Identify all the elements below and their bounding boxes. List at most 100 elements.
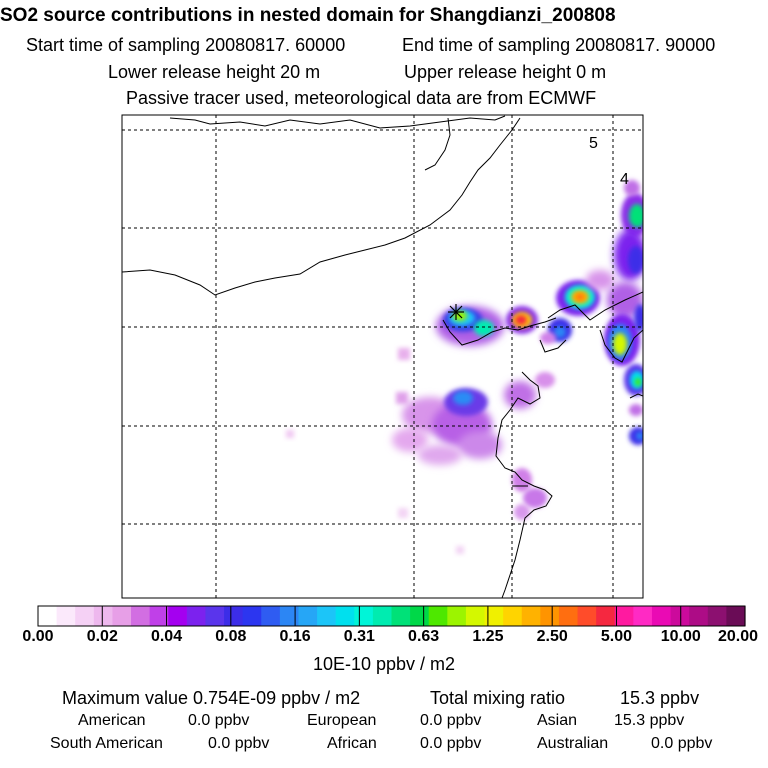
plume-cell <box>576 294 584 300</box>
colorbar-cell <box>38 606 58 626</box>
plume-cell <box>624 180 640 196</box>
colorbar-cell <box>707 606 727 626</box>
plume-cell <box>515 315 527 325</box>
plume-cell <box>523 488 547 508</box>
colorbar-cell <box>335 606 355 626</box>
map-frame <box>121 114 644 599</box>
plume-cell <box>586 270 614 290</box>
colorbar-tick-label: 0.63 <box>408 628 440 645</box>
colorbar-tick-label: 0.31 <box>343 628 375 645</box>
colorbar-cell <box>75 606 95 626</box>
plume-cell <box>453 391 473 405</box>
region-american-label: American <box>78 712 146 729</box>
plume-cell <box>392 428 428 452</box>
plume-cell <box>396 392 408 404</box>
lower-release-label: Lower release height 20 m <box>108 62 321 82</box>
region-european-value: 0.0 ppbv <box>420 712 482 729</box>
plume-cell <box>535 372 555 388</box>
plume-cell <box>418 445 462 465</box>
colorbar-cell <box>428 606 448 626</box>
note-label: Passive tracer used, meteorological data… <box>126 88 597 108</box>
region-australian-label: Australian <box>537 735 609 752</box>
region-african-value: 0.0 ppbv <box>420 735 482 752</box>
end-time-label: End time of sampling 20080817. 90000 <box>402 35 716 55</box>
total-mixing-label: Total mixing ratio <box>430 688 566 708</box>
colorbar-tick-label: 5.00 <box>600 628 633 645</box>
region-australian-value: 0.0 ppbv <box>651 735 713 752</box>
colorbar-cell <box>410 606 430 626</box>
plume-cell <box>629 404 643 416</box>
colorbar-cell <box>56 606 76 626</box>
plume-cell <box>636 432 643 440</box>
colorbar-cell <box>540 606 560 626</box>
colorbar-cell <box>317 606 337 626</box>
colorbar-cell <box>93 606 114 626</box>
colorbar-cell <box>633 606 653 626</box>
colorbar-cell <box>224 606 244 626</box>
colorbar-cell <box>298 606 318 626</box>
colorbar-cell <box>186 606 207 626</box>
plume-cell <box>286 430 294 438</box>
colorbar-tick-label: 20.00 <box>717 628 759 645</box>
colorbar-cell <box>670 606 690 626</box>
map-gridlines <box>122 115 643 598</box>
region-american-value: 0.0 ppbv <box>188 712 250 729</box>
plume-cell <box>613 333 627 355</box>
plume-cell <box>635 378 641 386</box>
map-coastlines <box>122 115 643 598</box>
plume-cell <box>456 546 464 554</box>
colorbar-cell <box>149 606 169 626</box>
colorbar-cell <box>503 606 523 626</box>
colorbar-cell <box>614 606 634 626</box>
map-label-5: 5 <box>589 135 598 152</box>
upper-release-label: Upper release height 0 m <box>404 62 607 82</box>
colorbar-cell <box>689 606 709 626</box>
plume-cell <box>540 332 556 344</box>
region-african-label: African <box>327 735 377 752</box>
colorbar-tick-label: 0.16 <box>279 628 311 645</box>
plume-cell <box>398 508 408 518</box>
colorbar-cell <box>521 606 541 626</box>
colorbar-cell <box>577 606 597 626</box>
region-asian-value: 15.3 ppbv <box>614 712 685 729</box>
region-european-label: European <box>307 712 377 729</box>
chart-title: SO2 source contributions in nested domai… <box>0 5 616 26</box>
colorbar-tick-label: 10.00 <box>660 628 701 645</box>
colorbar-cell <box>558 606 579 626</box>
plume-cell <box>514 504 530 520</box>
colorbar-cell <box>242 606 262 626</box>
start-time-label: Start time of sampling 20080817. 60000 <box>26 35 346 55</box>
colorbar-tick-label: 0.04 <box>150 628 183 645</box>
colorbar-cell <box>484 606 504 626</box>
colorbar-frame <box>37 605 746 627</box>
region-south-american-label: South American <box>50 735 163 752</box>
region-asian-label: Asian <box>537 712 578 729</box>
colorbar-tick-label: 0.08 <box>215 628 247 645</box>
colorbar-tick-label: 1.25 <box>472 628 504 645</box>
receptor-marker <box>448 304 464 320</box>
colorbar-tick-label: 2.50 <box>536 628 568 645</box>
colorbar-cell <box>131 606 151 626</box>
colorbar-cell <box>261 606 281 626</box>
plume-cell <box>458 431 502 459</box>
plume-cell <box>629 204 643 228</box>
total-mixing-value: 15.3 ppbv <box>620 688 700 708</box>
colorbar-cell <box>279 606 300 626</box>
plume-cell <box>474 320 494 336</box>
colorbar-unit: 10E-10 ppbv / m2 <box>312 654 456 674</box>
colorbar-cell <box>372 606 393 626</box>
max-value-label: Maximum value 0.754E-09 ppbv / m2 <box>62 688 361 708</box>
colorbar-cell <box>391 606 411 626</box>
colorbar-cell <box>465 606 486 626</box>
plume-cell <box>634 304 643 332</box>
plume-cell <box>398 348 410 360</box>
plume-cell <box>554 326 566 338</box>
region-south-american-value: 0.0 ppbv <box>208 735 270 752</box>
colorbar-cell <box>726 606 746 626</box>
colorbar-cell <box>596 606 616 626</box>
colorbar-cell <box>354 606 374 626</box>
plume-cell <box>628 246 643 274</box>
colorbar-cell <box>168 606 188 626</box>
